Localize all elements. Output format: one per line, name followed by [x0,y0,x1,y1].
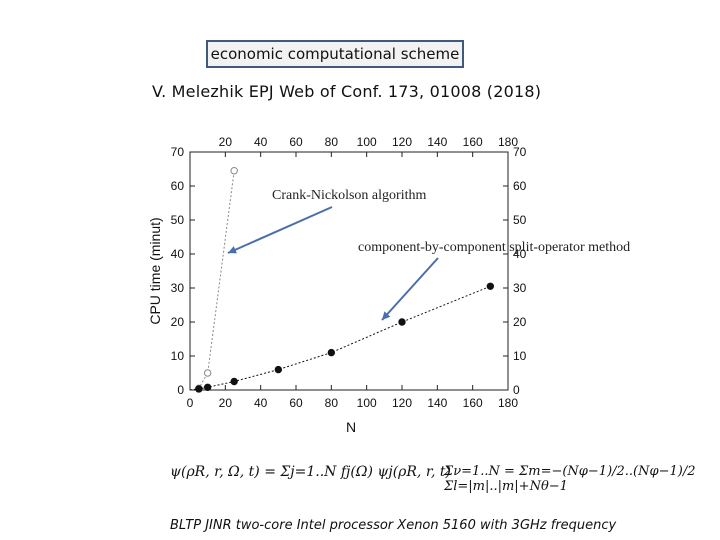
x-tick-label: 160 [463,396,483,410]
x-tick-label: 100 [357,396,377,410]
x-tick-label: 140 [427,396,447,410]
right-y-tick-label: 20 [513,315,527,329]
top-x-tick-label: 40 [254,135,268,149]
x-tick-label: 180 [498,396,518,410]
right-y-tick-label: 0 [513,383,520,397]
x-tick-label: 0 [187,396,194,410]
top-x-tick-label: 120 [392,135,412,149]
y-tick-label: 10 [171,349,185,363]
y-tick-label: 70 [171,145,185,159]
right-y-tick-label: 30 [513,281,527,295]
top-x-tick-label: 100 [357,135,377,149]
reference-citation: V. Melezhik EPJ Web of Conf. 173, 01008 … [152,82,542,101]
sum-identity: Σν=1..N = Σm=−(Nφ−1)/2..(Nφ−1)/2 Σl=|m|.… [444,464,696,494]
annotation-split-operator: component-by-component split-operator me… [358,240,630,255]
x-tick-label: 20 [219,396,233,410]
wavefunction-expansion: ψ(ρR, r, Ω, t) = Σj=1..N fj(Ω) ψj(ρR, r,… [170,464,451,480]
y-tick-label: 30 [171,281,185,295]
x-tick-label: 120 [392,396,412,410]
data-point-series-2 [230,377,238,386]
y-tick-label: 20 [171,315,185,329]
y-tick-label: 50 [171,213,185,227]
chart-axes: N CPU time (minut) [147,151,509,435]
x-tick-label: 40 [254,396,268,410]
arrow-crank-nickolson-shaft [227,206,333,254]
top-x-tick-label: 180 [498,135,518,149]
series-line-2 [189,285,491,391]
data-point-series-2 [327,348,336,357]
y-tick-label: 0 [177,383,184,397]
y-tick-label: 60 [171,179,185,193]
data-point-series-2 [195,385,203,393]
arrow-crank-nickolson-head [228,246,237,254]
arrow-split-operator-shaft [381,257,439,321]
y-tick-label: 40 [171,247,185,261]
y-axis-title: CPU time (minut) [147,217,163,324]
series-line-1 [189,170,235,391]
chart-series [189,167,495,393]
right-y-tick-label: 10 [513,349,527,363]
data-point-series-2 [486,282,495,290]
top-x-tick-label: 140 [427,135,447,149]
x-tick-label: 60 [289,396,303,410]
annotation-crank-nickolson: Crank-Nickolson algorithm [272,188,426,203]
right-y-tick-label: 50 [513,213,527,227]
plot-frame [189,151,509,391]
slide-title: economic computational scheme [206,40,464,68]
data-point-series-1 [230,167,238,175]
top-x-tick-label: 20 [219,135,233,149]
top-x-tick-label: 60 [289,135,303,149]
hardware-note: BLTP JINR two-core Intel processor Xenon… [170,518,617,533]
top-x-tick-label: 80 [325,135,339,149]
right-y-tick-label: 70 [513,145,527,159]
chart-annotations: Crank-Nickolson algorithm component-by-co… [227,188,630,321]
right-y-tick-label: 60 [513,179,527,193]
data-point-series-2 [398,318,406,326]
right-y-tick-label: 40 [513,247,527,261]
data-point-series-2 [274,365,283,374]
arrow-split-operator-head [382,311,391,320]
data-point-series-1 [203,369,212,377]
data-point-series-2 [203,383,212,391]
x-axis-title: N [346,419,356,435]
x-tick-label: 80 [325,396,339,410]
top-x-tick-label: 160 [463,135,483,149]
